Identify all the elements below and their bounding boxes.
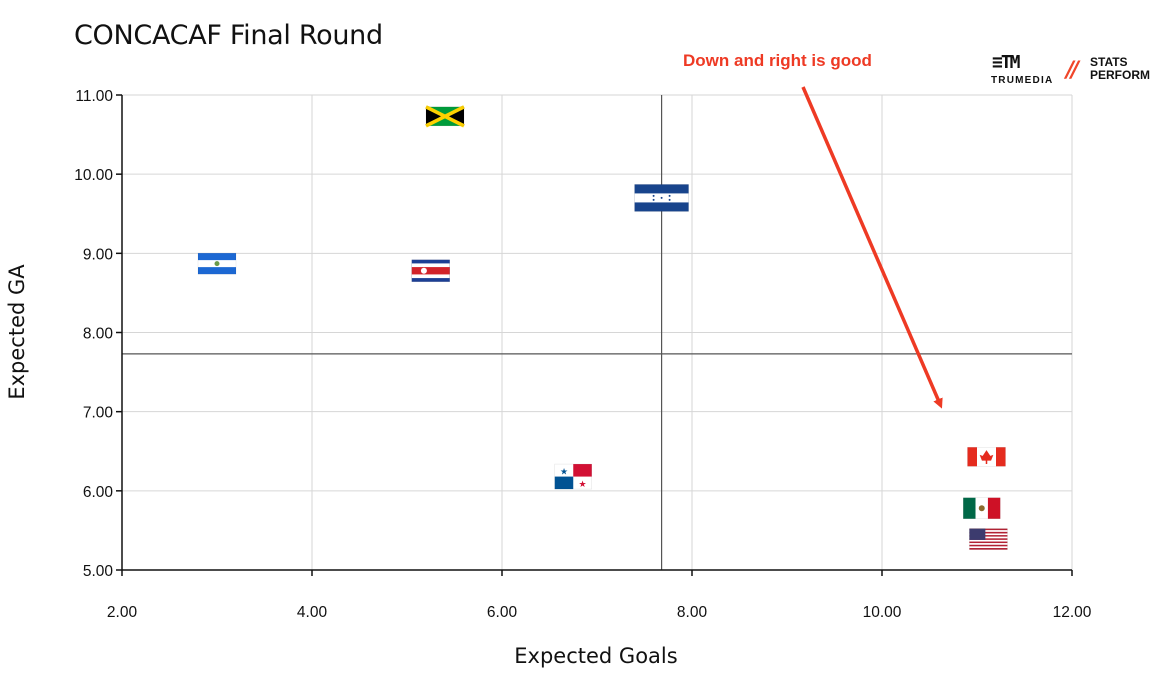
data-points: ★★	[197, 105, 1008, 550]
chart-title: CONCACAF Final Round	[74, 20, 383, 51]
x-tick-label: 6.00	[487, 604, 518, 621]
reference-lines	[122, 95, 1072, 570]
y-axis-title: Expected GA	[5, 264, 29, 400]
x-tick-label: 4.00	[297, 604, 328, 621]
svg-text:★: ★	[578, 480, 586, 490]
y-tick-label: 10.00	[74, 167, 113, 184]
stats-perform-wordmark: STATS PERFORM	[1090, 56, 1150, 82]
panama-flag-icon: ★★	[554, 463, 592, 490]
stats-perform-line1: STATS	[1090, 55, 1128, 69]
annotation-arrow	[801, 86, 943, 409]
grid-lines	[122, 94, 1073, 570]
canada-flag-icon	[967, 447, 1006, 467]
honduras-flag-icon	[634, 184, 689, 212]
y-tick-label: 8.00	[83, 326, 114, 343]
el-salvador-flag-icon	[197, 252, 237, 275]
trumedia-logo: ≡TM TRUMEDIA	[988, 52, 1058, 88]
x-tick-label: 2.00	[107, 604, 138, 621]
trumedia-mark-icon: ≡TM	[992, 52, 1020, 73]
trumedia-wordmark: TRUMEDIA	[991, 75, 1054, 86]
stats-perform-logo: // STATS PERFORM	[1066, 56, 1166, 88]
y-tick-label: 11.00	[75, 88, 113, 105]
usa-flag-icon	[969, 528, 1008, 550]
costa-rica-flag-icon	[411, 259, 450, 282]
y-tick-label: 5.00	[83, 563, 114, 580]
annotation-text: Down and right is good	[683, 51, 872, 70]
stats-perform-mark-icon: //	[1066, 58, 1079, 83]
y-tick-label: 6.00	[83, 484, 114, 501]
y-tick-label: 7.00	[83, 405, 114, 422]
x-tick-label: 8.00	[677, 604, 708, 621]
mexico-flag-icon	[963, 497, 1001, 519]
x-tick-label: 10.00	[863, 604, 902, 621]
axes	[116, 94, 1073, 576]
tick-labels: 2.00 4.00 6.00 8.00 10.00 12.00 5.00 6.00 7.00 8.…	[74, 88, 1092, 621]
y-tick-label: 9.00	[83, 246, 114, 263]
svg-text:★: ★	[560, 468, 568, 478]
x-tick-label: 12.00	[1053, 604, 1092, 621]
jamaica-flag-icon	[425, 105, 465, 128]
x-axis-title: Expected Goals	[514, 644, 677, 668]
stats-perform-line2: PERFORM	[1090, 68, 1150, 82]
